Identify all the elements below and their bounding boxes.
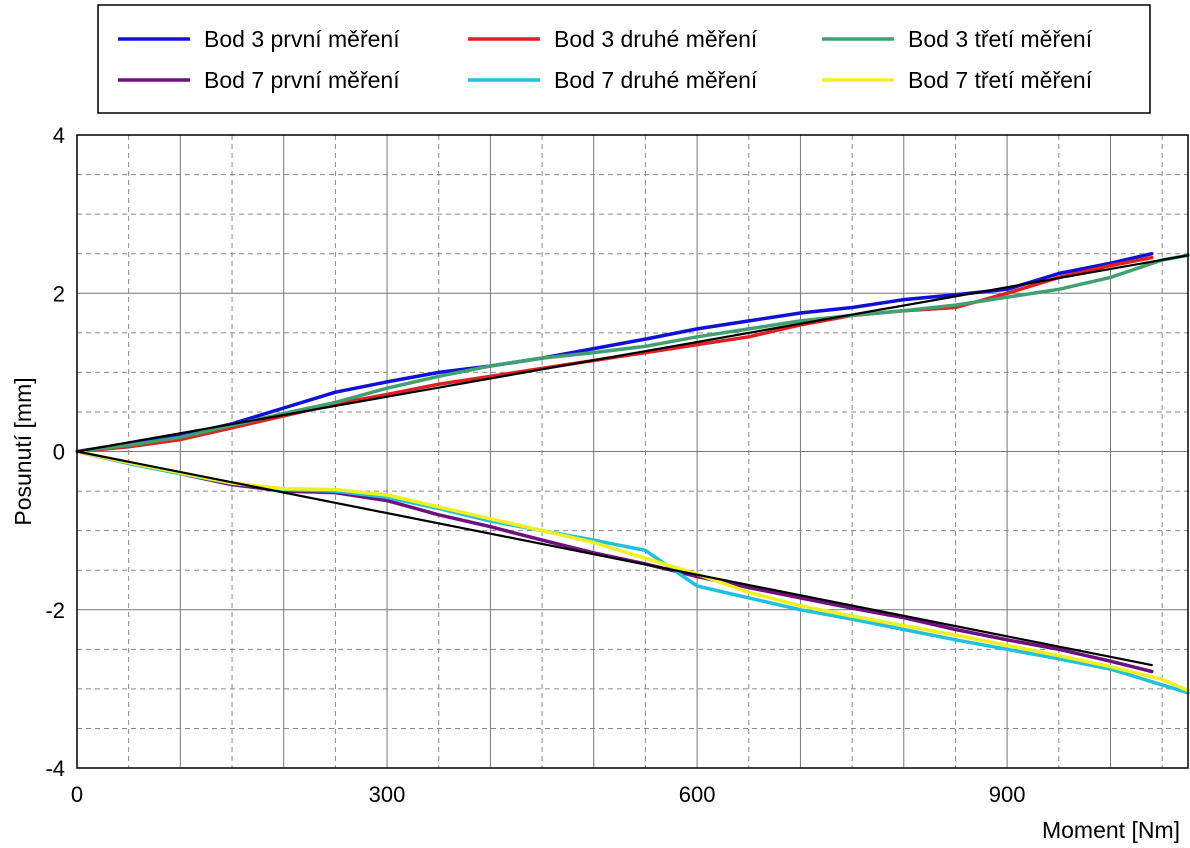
x-tick-label: 600 — [679, 782, 716, 807]
legend-label: Bod 7 první měření — [204, 67, 400, 93]
legend-label: Bod 3 první měření — [204, 26, 400, 52]
series-line-1 — [75, 251, 1154, 454]
legend-label: Bod 3 třetí měření — [908, 26, 1093, 52]
legend-frame — [97, 4, 1151, 114]
x-tick-label: 0 — [71, 782, 83, 807]
y-axis-label: Posunutí [mm] — [10, 377, 36, 525]
tick-labels: 0 300 600 900 -4 -2 0 2 4 — [45, 123, 1025, 807]
legend-label: Bod 3 druhé měření — [554, 26, 758, 52]
legend-label: Bod 7 druhé měření — [554, 67, 758, 93]
legend-label: Bod 7 třetí měření — [908, 67, 1093, 93]
series-line-6 — [75, 449, 1190, 693]
fit-line — [75, 254, 1190, 453]
y-tick-label: 0 — [53, 440, 65, 465]
x-tick-label: 900 — [989, 782, 1026, 807]
y-tick-label: -2 — [45, 598, 65, 623]
fit-line — [75, 450, 1153, 667]
series-lines — [75, 251, 1190, 695]
x-tick-label: 300 — [369, 782, 406, 807]
grid — [77, 135, 1188, 768]
legend: Bod 3 první měření Bod 3 druhé měření Bod … — [97, 4, 1151, 114]
y-tick-label: 2 — [53, 281, 65, 306]
y-tick-label: -4 — [45, 756, 65, 781]
x-axis-label: Moment [Nm] — [1042, 817, 1180, 843]
y-tick-label: 4 — [53, 123, 65, 148]
plot-frame — [76, 134, 1189, 769]
